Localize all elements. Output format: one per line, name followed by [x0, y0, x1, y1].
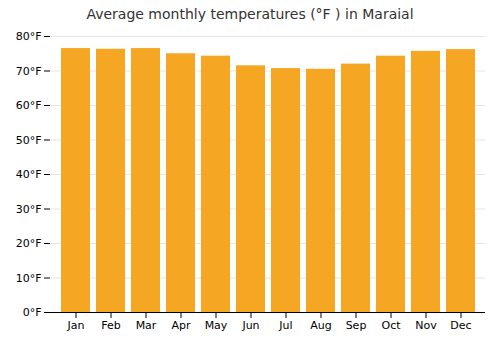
- svg-text:Jun: Jun: [241, 319, 259, 332]
- svg-text:Jul: Jul: [278, 319, 292, 332]
- svg-text:Sep: Sep: [346, 319, 367, 332]
- svg-text:Dec: Dec: [450, 319, 471, 332]
- svg-text:60°F: 60°F: [16, 99, 42, 112]
- svg-text:Feb: Feb: [101, 319, 120, 332]
- svg-text:30°F: 30°F: [16, 203, 42, 216]
- svg-text:Nov: Nov: [415, 319, 437, 332]
- svg-text:70°F: 70°F: [16, 65, 42, 78]
- svg-text:40°F: 40°F: [16, 168, 42, 181]
- svg-text:Oct: Oct: [381, 319, 401, 332]
- svg-text:Apr: Apr: [171, 319, 191, 332]
- svg-text:20°F: 20°F: [16, 237, 42, 250]
- html-text:Average monthly temperatures (: Average monthly temperatures (°F ) in Ma…: [86, 6, 414, 22]
- svg-text:Aug: Aug: [310, 319, 331, 332]
- svg-text:Mar: Mar: [136, 319, 157, 332]
- svg-text:50°F: 50°F: [16, 134, 42, 147]
- svg-text:10°F: 10°F: [16, 272, 42, 285]
- svg-text:0°F: 0°F: [23, 306, 42, 319]
- svg-text:80°F: 80°F: [16, 30, 42, 43]
- svg-text:Jan: Jan: [67, 319, 85, 332]
- svg-text:May: May: [205, 319, 228, 332]
